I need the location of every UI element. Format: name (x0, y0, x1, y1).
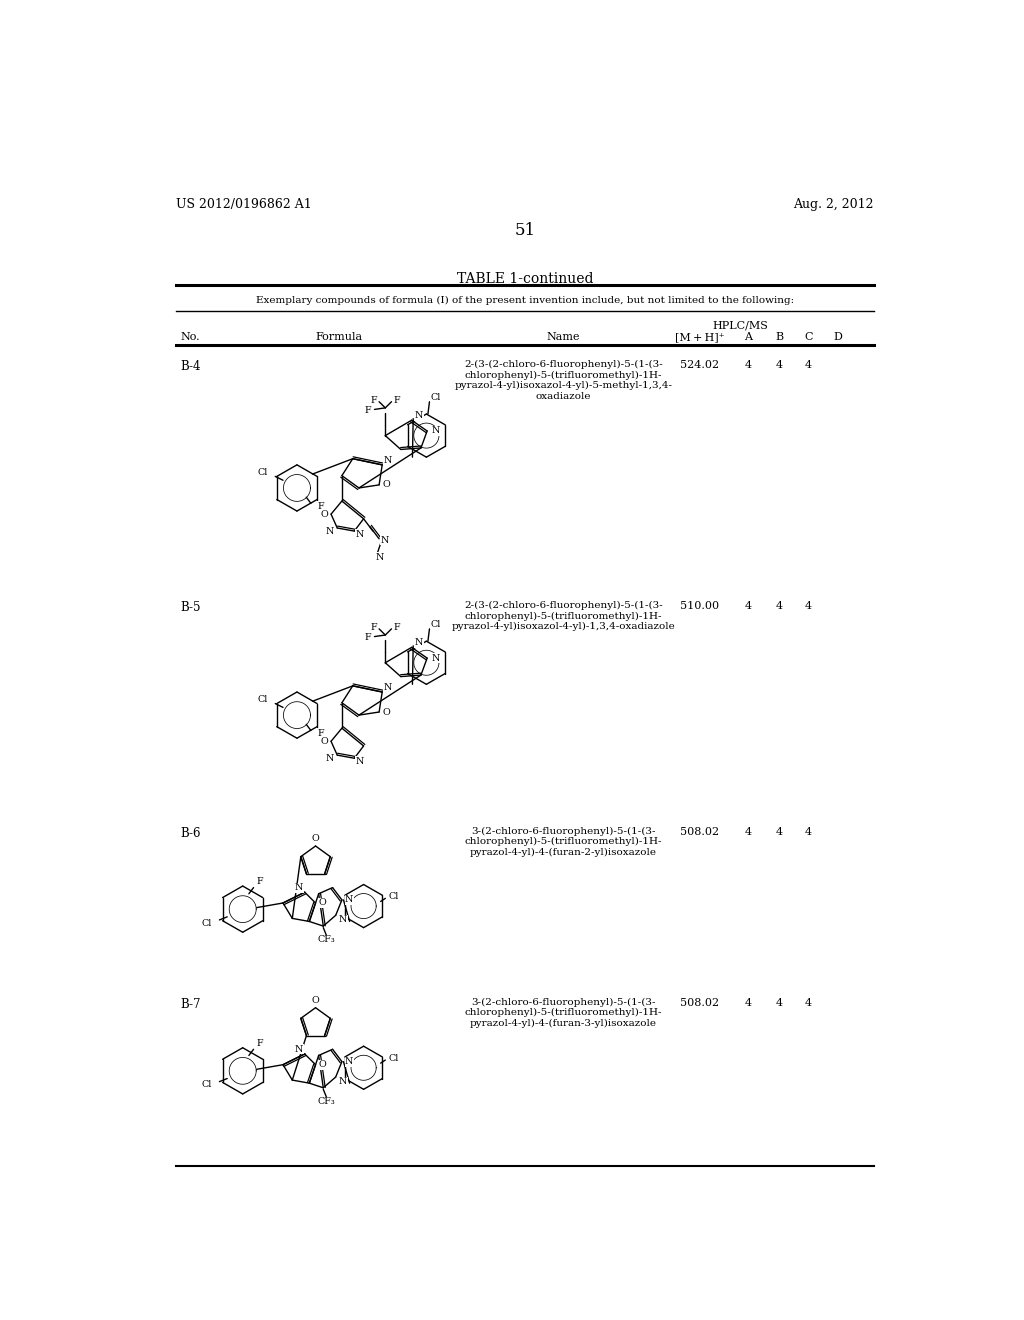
Text: [M + H]⁺: [M + H]⁺ (675, 333, 725, 342)
Text: N: N (384, 455, 392, 465)
Text: N: N (381, 536, 389, 545)
Text: F: F (257, 876, 263, 886)
Text: F: F (393, 396, 399, 405)
Text: 2-(3-(2-chloro-6-fluorophenyl)-5-(1-(3-
chlorophenyl)-5-(trifluoromethyl)-1H-
py: 2-(3-(2-chloro-6-fluorophenyl)-5-(1-(3- … (452, 601, 676, 631)
Text: A: A (744, 333, 752, 342)
Text: B-4: B-4 (180, 360, 201, 374)
Text: Cl: Cl (430, 392, 440, 401)
Text: 2-(3-(2-chloro-6-fluorophenyl)-5-(1-(3-
chlorophenyl)-5-(trifluoromethyl)-1H-
py: 2-(3-(2-chloro-6-fluorophenyl)-5-(1-(3- … (455, 360, 673, 401)
Text: 4: 4 (805, 826, 812, 837)
Text: 3-(2-chloro-6-fluorophenyl)-5-(1-(3-
chlorophenyl)-5-(trifluoromethyl)-1H-
pyraz: 3-(2-chloro-6-fluorophenyl)-5-(1-(3- chl… (465, 826, 663, 857)
Text: O: O (321, 737, 328, 746)
Text: 4: 4 (805, 601, 812, 611)
Text: B-5: B-5 (180, 601, 201, 614)
Text: N: N (356, 756, 365, 766)
Text: Cl: Cl (257, 696, 267, 704)
Text: 508.02: 508.02 (680, 998, 720, 1007)
Text: No.: No. (180, 333, 201, 342)
Text: F: F (365, 405, 372, 414)
Text: 4: 4 (775, 601, 782, 611)
Text: O: O (318, 899, 327, 907)
Text: N: N (432, 426, 440, 436)
Text: CF₃: CF₃ (317, 936, 335, 944)
Text: Aug. 2, 2012: Aug. 2, 2012 (793, 198, 873, 211)
Text: Cl: Cl (202, 1080, 212, 1089)
Text: F: F (371, 623, 378, 632)
Text: 4: 4 (775, 998, 782, 1007)
Text: 4: 4 (744, 360, 752, 370)
Text: C: C (804, 333, 813, 342)
Text: US 2012/0196862 A1: US 2012/0196862 A1 (176, 198, 311, 211)
Text: F: F (371, 396, 378, 405)
Text: Cl: Cl (202, 919, 212, 928)
Text: HPLC/MS: HPLC/MS (713, 321, 768, 330)
Text: 51: 51 (514, 222, 536, 239)
Text: N: N (295, 1045, 303, 1053)
Text: Cl: Cl (257, 469, 267, 477)
Text: F: F (317, 502, 324, 511)
Text: B-6: B-6 (180, 826, 201, 840)
Text: N: N (345, 1057, 353, 1067)
Text: F: F (317, 729, 324, 738)
Text: O: O (382, 708, 390, 717)
Text: Cl: Cl (388, 892, 398, 902)
Text: N: N (376, 553, 384, 562)
Text: O: O (318, 1060, 327, 1069)
Text: 4: 4 (775, 826, 782, 837)
Text: B-7: B-7 (180, 998, 201, 1011)
Text: N: N (326, 527, 334, 536)
Text: Cl: Cl (430, 620, 440, 628)
Text: Name: Name (547, 333, 581, 342)
Text: Exemplary compounds of formula (I) of the present invention include, but not lim: Exemplary compounds of formula (I) of th… (256, 296, 794, 305)
Text: B: B (775, 333, 783, 342)
Text: Formula: Formula (315, 333, 362, 342)
Text: N: N (384, 682, 392, 692)
Text: CF₃: CF₃ (317, 1097, 335, 1106)
Text: O: O (321, 510, 328, 519)
Text: 4: 4 (744, 601, 752, 611)
Text: O: O (311, 834, 319, 842)
Text: 524.02: 524.02 (680, 360, 720, 370)
Text: D: D (834, 333, 843, 342)
Text: N: N (295, 883, 303, 892)
Text: O: O (382, 480, 390, 490)
Text: 510.00: 510.00 (680, 601, 720, 611)
Text: TABLE 1-continued: TABLE 1-continued (457, 272, 593, 286)
Text: N: N (432, 653, 440, 663)
Text: 4: 4 (805, 360, 812, 370)
Text: O: O (311, 995, 319, 1005)
Text: N: N (339, 916, 347, 924)
Text: N: N (339, 1077, 347, 1086)
Text: N: N (415, 411, 423, 420)
Text: F: F (393, 623, 399, 632)
Text: 3-(2-chloro-6-fluorophenyl)-5-(1-(3-
chlorophenyl)-5-(trifluoromethyl)-1H-
pyraz: 3-(2-chloro-6-fluorophenyl)-5-(1-(3- chl… (465, 998, 663, 1028)
Text: N: N (345, 895, 353, 904)
Text: 4: 4 (775, 360, 782, 370)
Text: 4: 4 (744, 998, 752, 1007)
Text: N: N (415, 639, 423, 647)
Text: F: F (257, 1039, 263, 1048)
Text: 508.02: 508.02 (680, 826, 720, 837)
Text: N: N (356, 529, 365, 539)
Text: 4: 4 (744, 826, 752, 837)
Text: F: F (365, 632, 372, 642)
Text: Cl: Cl (388, 1055, 398, 1063)
Text: 4: 4 (805, 998, 812, 1007)
Text: N: N (326, 754, 334, 763)
